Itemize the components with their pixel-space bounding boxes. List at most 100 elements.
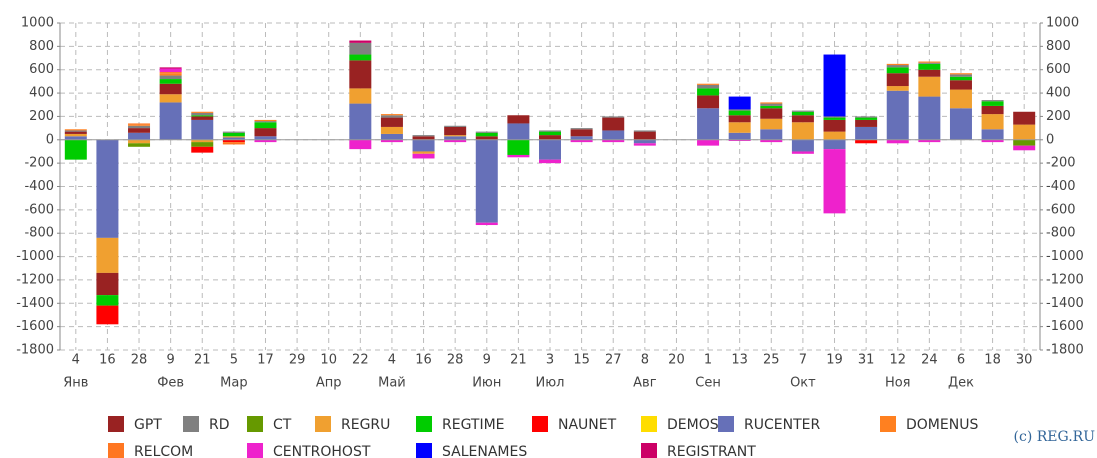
x-tick-label: 29 (289, 353, 306, 368)
bar-segment (602, 117, 625, 131)
bar-segment (949, 89, 972, 109)
x-tick-label: 3 (546, 353, 554, 368)
bar-segment (728, 110, 751, 116)
bar-segment (791, 122, 814, 140)
month-label: Янв (63, 376, 88, 391)
bar-segment (254, 119, 277, 122)
bar-segment (444, 125, 467, 127)
bar-segment (444, 135, 467, 137)
bar-segment (570, 128, 593, 130)
legend-swatch (108, 443, 124, 458)
bar-segment (728, 96, 751, 110)
y-tick-label: 0 (46, 132, 54, 147)
bar-segment (697, 84, 720, 89)
y2-tick-label: -200 (1046, 156, 1076, 171)
bar-segment (539, 135, 561, 140)
x-tick-label: 6 (957, 353, 965, 368)
bar-segment (697, 108, 720, 140)
bar-segment (570, 139, 593, 143)
bar-segment (254, 136, 277, 140)
bar-segment (191, 139, 214, 143)
bar-segment (855, 126, 878, 140)
bar-segment (697, 88, 720, 96)
bar-segment (380, 133, 403, 140)
x-tick-label: 9 (167, 353, 175, 368)
bar-segment (949, 73, 972, 75)
bar-segment (728, 115, 751, 123)
bar-segment (918, 62, 941, 64)
bar-segment (886, 65, 909, 68)
legend-label: NAUNET (558, 417, 617, 433)
x-tick-label: 8 (641, 353, 649, 368)
bar-segment (823, 117, 846, 120)
bar-segment (823, 119, 846, 132)
bar-segment (349, 42, 372, 55)
bar-segment (602, 116, 625, 118)
bar-segment (760, 139, 783, 143)
legend-label: CENTROHOST (273, 444, 371, 458)
bar-segment (539, 130, 561, 132)
month-label: Апр (316, 376, 342, 391)
bar-segment (349, 139, 372, 150)
bar-segment (96, 272, 119, 296)
x-tick-label: 1 (704, 353, 712, 368)
bar-segment (760, 103, 783, 106)
y2-tick-label: -1800 (1046, 343, 1084, 358)
bar-segment (728, 109, 751, 111)
bar-segment (507, 154, 530, 158)
bar-segment (886, 63, 909, 66)
bar-segment (981, 105, 1004, 115)
legend-label: GPT (134, 417, 162, 433)
bar-segment (159, 73, 182, 76)
month-label: Сен (695, 376, 721, 391)
y2-tick-label: -1200 (1046, 272, 1084, 287)
bar-segment (159, 94, 182, 103)
x-tick-label: 16 (99, 353, 116, 368)
x-tick-label: 28 (131, 353, 148, 368)
x-tick-label: 12 (889, 353, 906, 368)
x-tick-label: 15 (573, 353, 590, 368)
y2-tick-label: -800 (1046, 226, 1076, 241)
legend-label: CT (273, 417, 292, 433)
bar-segment (191, 146, 214, 153)
y2-tick-label: 0 (1046, 132, 1054, 147)
x-tick-label: 21 (194, 353, 211, 368)
x-tick-label: 4 (388, 353, 396, 368)
bar-segment (475, 131, 498, 133)
bar-segment (886, 67, 909, 74)
legend-label: RELCOM (134, 444, 193, 458)
y-tick-label: -1000 (16, 249, 54, 264)
legend-swatch (108, 416, 124, 432)
bar-segment (918, 69, 941, 77)
bar-segment (633, 130, 656, 132)
bar-segment (855, 119, 878, 127)
bar-segment (823, 54, 846, 117)
y-tick-label: -400 (24, 179, 54, 194)
legend-swatch (247, 416, 263, 432)
bar-segment (981, 100, 1004, 102)
month-label: Июл (536, 376, 565, 391)
bar-segment (886, 73, 909, 87)
bar-segment (349, 54, 372, 61)
legend-swatch (416, 416, 432, 432)
x-tick-label: 21 (510, 353, 527, 368)
bar-segment (728, 122, 751, 133)
y-tick-label: -1600 (16, 319, 54, 334)
bar-segment (380, 126, 403, 134)
bar-segment (254, 122, 277, 129)
bar-segment (1013, 111, 1036, 125)
legend-label: REGTIME (442, 417, 505, 433)
bar-segment (96, 305, 119, 325)
bar-segment (191, 119, 214, 140)
x-tick-label: 10 (320, 353, 337, 368)
bar-segment (349, 40, 372, 43)
month-label: Авг (633, 376, 657, 391)
bar-segment (855, 116, 878, 118)
month-label: Фев (157, 376, 184, 391)
month-label: Окт (790, 376, 816, 391)
y2-tick-label: -1600 (1046, 319, 1084, 334)
bar-segment (791, 111, 814, 116)
bar-segment (191, 111, 214, 113)
y2-tick-label: 400 (1046, 86, 1071, 101)
bar-segment (697, 139, 720, 146)
